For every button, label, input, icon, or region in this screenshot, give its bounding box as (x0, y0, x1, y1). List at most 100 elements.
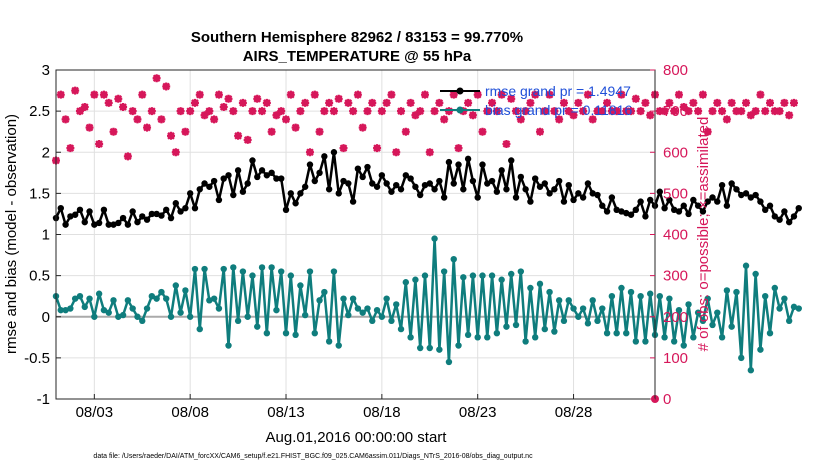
obs-assimilated-marker (253, 94, 262, 103)
bias-series-point (632, 338, 640, 345)
bias-series-point (714, 309, 721, 316)
rmse-series-point (100, 206, 108, 214)
bias-series-point (67, 305, 74, 312)
rmse-series-point (752, 191, 759, 199)
rmse-series-point (215, 196, 223, 204)
rmse-series-point (134, 218, 141, 226)
rmse-series-point (445, 158, 453, 166)
obs-assimilated-marker (449, 90, 458, 99)
obs-assimilated-marker (708, 107, 717, 116)
bias-series-point (704, 295, 711, 302)
obs-assimilated-marker (363, 107, 372, 116)
obs-assimilated-marker (282, 115, 291, 124)
obs-assimilated-marker (329, 107, 338, 116)
rmse-series-point (393, 181, 400, 189)
rmse-series-point (325, 186, 333, 193)
rmse-series-point (517, 173, 525, 181)
obs-assimilated-marker (71, 86, 80, 95)
obs-assimilated-marker (416, 107, 425, 116)
bias-series-point (201, 265, 208, 273)
obs-assimilated-marker (694, 107, 703, 116)
bias-series-point (95, 290, 103, 297)
rmse-series-point (273, 175, 280, 182)
rmse-series-point (359, 173, 366, 181)
bias-series-point (479, 272, 486, 279)
bias-series-point (551, 328, 558, 335)
rmse-series-point (742, 190, 750, 197)
obs-assimilated-marker (157, 115, 166, 124)
rmse-series-point (647, 196, 654, 204)
bias-series-point (287, 272, 295, 279)
rmse-series-point (258, 167, 266, 174)
bias-series-point (158, 288, 165, 296)
bias-series-point (378, 313, 386, 320)
obs-assimilated-marker (713, 98, 722, 107)
obs-assimilated-marker (444, 107, 453, 116)
bias-series-point (685, 301, 692, 308)
rmse-series-point (158, 212, 165, 219)
obs-assimilated-marker (397, 107, 406, 116)
bias-series-point (618, 284, 625, 292)
rmse-series-point (330, 149, 338, 156)
right-tick-label: 300 (663, 268, 688, 285)
left-axis-ticks: -1 -0.5 0 0.5 1 1.5 2 2.5 3 (24, 62, 61, 408)
bias-series-point (527, 284, 534, 292)
obs-assimilated-marker (85, 123, 94, 132)
bias-series-point (402, 279, 410, 286)
rmse-series-point (632, 206, 640, 214)
bias-series-point (100, 306, 108, 314)
right-tick-label: 700 (663, 103, 688, 120)
bias-series-point (330, 268, 338, 275)
obs-assimilated-marker (780, 98, 789, 107)
rmse-series-point (455, 161, 462, 168)
rmse-series-point (579, 194, 587, 201)
bias-series-point (182, 287, 189, 294)
bias-series-point (450, 255, 457, 263)
obs-assimilated-marker (607, 107, 616, 116)
obs-assimilated-marker (497, 90, 506, 99)
bias-series-point (268, 264, 275, 271)
bias-series-point (335, 342, 342, 349)
bias-series-point (71, 295, 79, 302)
bias-series-point (690, 334, 697, 341)
right-tick-label: 400 (663, 227, 688, 244)
obs-assimilated-marker (550, 107, 559, 116)
obs-assimilated-marker (761, 107, 770, 116)
rmse-series-point (450, 180, 457, 187)
bias-series-point (244, 313, 251, 320)
rmse-series-point (345, 180, 352, 187)
bias-series-point (469, 272, 477, 279)
bias-series-point (474, 334, 481, 341)
rmse-series-point (426, 180, 433, 187)
bias-series-point (76, 292, 84, 300)
obs-assimilated-marker (267, 127, 276, 136)
bias-series-point (699, 317, 707, 325)
obs-assimilated-marker (670, 107, 679, 116)
obs-assimilated-marker (617, 90, 626, 99)
obs-assimilated-marker (775, 107, 784, 116)
obs-assimilated-marker (555, 115, 564, 124)
rmse-series-point (321, 153, 328, 160)
obs-assimilated-marker (655, 107, 664, 116)
obs-assimilated-marker (420, 90, 429, 99)
bias-series-point (143, 305, 151, 312)
obs-assimilated-marker (468, 111, 477, 120)
rmse-series-point (105, 221, 112, 228)
obs-assimilated-marker (483, 107, 492, 116)
obs-assimilated-marker (660, 107, 669, 116)
rmse-series-point (306, 161, 314, 168)
bias-series-point (517, 268, 525, 275)
bias-series-point (613, 330, 620, 337)
rmse-series-point (675, 208, 683, 215)
bias-series-point (718, 334, 726, 341)
rmse-series-point (541, 180, 548, 187)
obs-assimilated-marker (641, 98, 650, 107)
bias-series-point (460, 274, 467, 281)
x-tick-label: 08/28 (555, 404, 593, 421)
bias-series-point (239, 268, 247, 275)
rmse-series-point (575, 190, 582, 197)
obs-assimilated-marker (507, 94, 516, 103)
bias-series-point (388, 317, 395, 325)
rmse-series-point (551, 186, 558, 193)
legend-rmse-marker (456, 87, 464, 95)
